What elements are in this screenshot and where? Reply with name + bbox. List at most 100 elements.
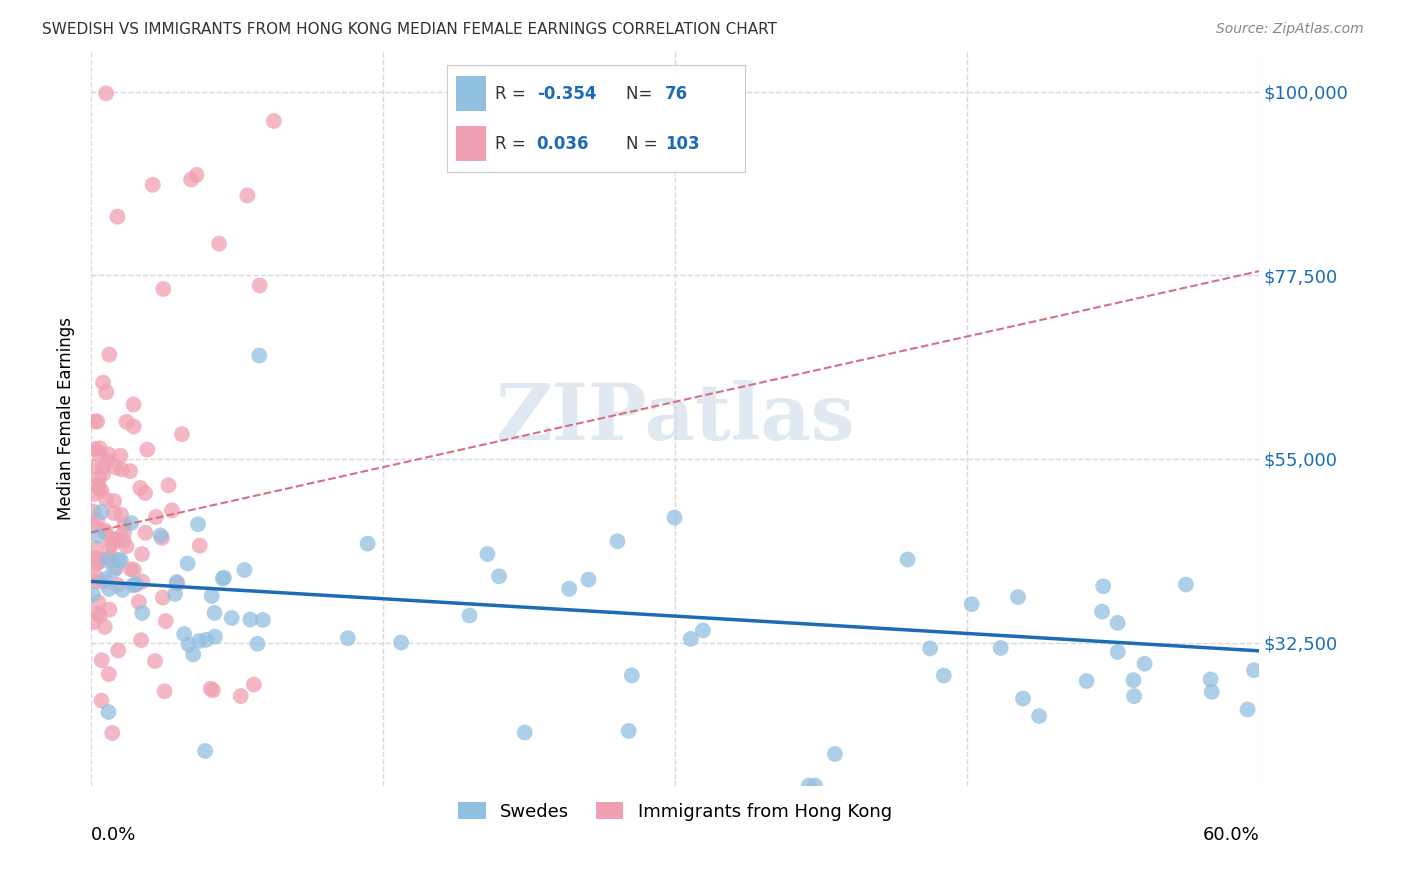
Point <box>86 551 108 566</box>
Point <box>153 684 176 698</box>
Point <box>90 505 112 519</box>
Point <box>101 550 124 565</box>
Point <box>98 582 121 596</box>
Point <box>112 525 135 540</box>
Text: Source: ZipAtlas.com: Source: ZipAtlas.com <box>1216 22 1364 37</box>
Point <box>249 278 271 293</box>
Point <box>108 553 131 567</box>
Point <box>115 539 138 553</box>
Point <box>80 551 103 566</box>
Point <box>145 510 167 524</box>
Point <box>1123 689 1146 703</box>
Point <box>84 442 107 456</box>
Point <box>187 517 209 532</box>
Point <box>96 550 118 565</box>
Point <box>134 486 156 500</box>
Point <box>1012 691 1035 706</box>
Point <box>115 415 138 429</box>
Point <box>221 611 243 625</box>
Point <box>263 114 285 128</box>
Point <box>84 574 107 589</box>
Point <box>83 505 105 519</box>
Point <box>122 419 145 434</box>
Point <box>336 631 359 645</box>
Point <box>212 571 235 585</box>
Point <box>87 607 110 621</box>
Point <box>84 541 107 556</box>
Point <box>149 528 172 542</box>
Point <box>124 577 146 591</box>
Point <box>824 747 846 761</box>
Text: 60.0%: 60.0% <box>1202 826 1260 844</box>
Point <box>188 633 211 648</box>
Point <box>89 608 111 623</box>
Point <box>160 503 183 517</box>
Point <box>87 595 110 609</box>
Point <box>98 347 121 361</box>
Point <box>103 506 125 520</box>
Point <box>152 282 174 296</box>
Point <box>488 569 510 583</box>
Point <box>1007 590 1029 604</box>
Point <box>960 597 983 611</box>
Point <box>136 442 159 457</box>
Point <box>177 637 200 651</box>
Point <box>804 779 827 793</box>
Point <box>86 571 108 585</box>
Point <box>87 447 110 461</box>
Point <box>932 668 955 682</box>
Point <box>188 539 211 553</box>
Point <box>104 460 127 475</box>
Point <box>195 632 218 647</box>
Point <box>239 613 262 627</box>
Point <box>578 573 600 587</box>
Point <box>606 534 628 549</box>
Point <box>797 779 820 793</box>
Point <box>94 525 117 540</box>
Point <box>86 414 108 428</box>
Text: ZIPatlas: ZIPatlas <box>495 380 855 456</box>
Point <box>1028 709 1050 723</box>
Point <box>134 525 156 540</box>
Point <box>692 624 714 638</box>
Point <box>477 547 499 561</box>
Point <box>122 578 145 592</box>
Point <box>90 483 112 498</box>
Point <box>1201 685 1223 699</box>
Point <box>112 517 135 532</box>
Point <box>247 349 270 363</box>
Point <box>1107 645 1129 659</box>
Point <box>91 460 114 475</box>
Point <box>236 188 259 202</box>
Point <box>150 531 173 545</box>
Point <box>105 578 128 592</box>
Point <box>617 723 640 738</box>
Point <box>98 537 121 551</box>
Point <box>122 563 145 577</box>
Point <box>86 513 108 527</box>
Point <box>204 630 226 644</box>
Point <box>558 582 581 596</box>
Point <box>252 613 274 627</box>
Point <box>97 447 120 461</box>
Point <box>82 588 104 602</box>
Point <box>204 606 226 620</box>
Point <box>1174 577 1197 591</box>
Point <box>90 693 112 707</box>
Point <box>143 654 166 668</box>
Point <box>155 614 177 628</box>
Point <box>620 668 643 682</box>
Point <box>120 562 142 576</box>
Point <box>1199 673 1222 687</box>
Point <box>129 633 152 648</box>
Point <box>96 553 118 567</box>
Point <box>112 533 135 548</box>
Point <box>176 557 198 571</box>
Point <box>110 508 132 522</box>
Point <box>243 677 266 691</box>
Point <box>94 524 117 538</box>
Point <box>96 453 118 467</box>
Legend: Swedes, Immigrants from Hong Kong: Swedes, Immigrants from Hong Kong <box>451 795 898 828</box>
Point <box>93 575 115 590</box>
Point <box>120 516 142 530</box>
